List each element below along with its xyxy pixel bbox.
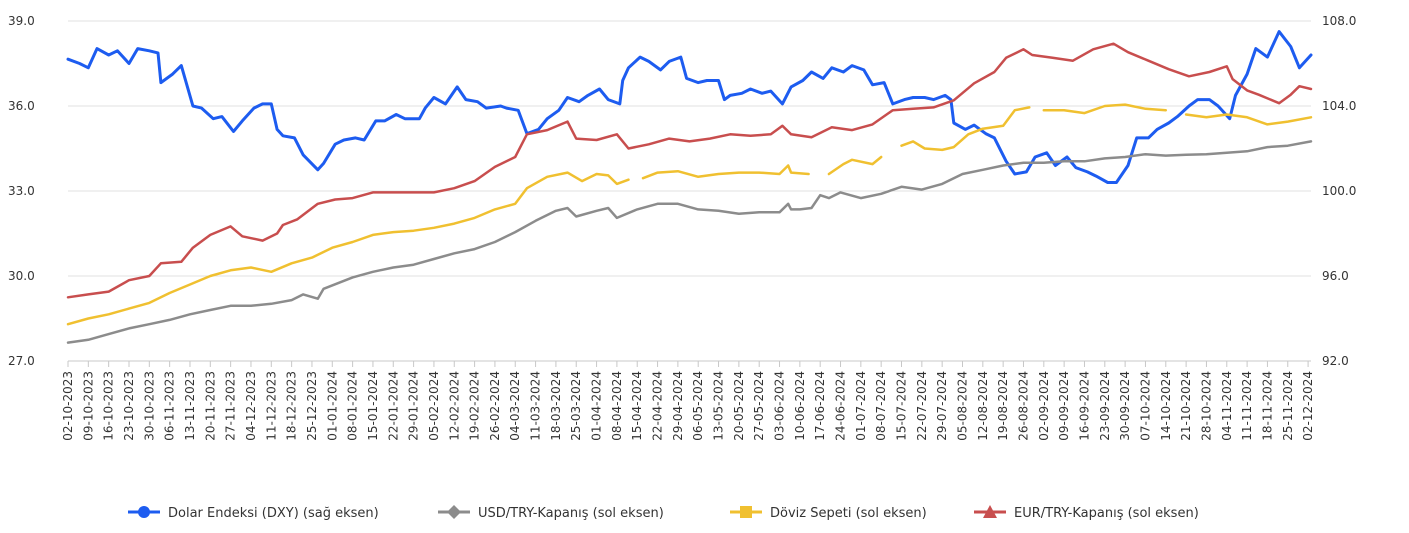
legend-label: EUR/TRY-Kapanış (sol eksen)	[1014, 506, 1199, 521]
x-tick-label: 11-11-2024	[1240, 371, 1254, 441]
x-tick-label: 15-01-2024	[366, 371, 380, 441]
y-right-tick-label: 92.0	[1322, 354, 1349, 368]
y-left-tick-label: 30.0	[8, 269, 35, 283]
x-tick-label: 12-08-2024	[976, 371, 990, 441]
x-tick-label: 29-07-2024	[935, 371, 949, 441]
x-tick-label: 26-08-2024	[1016, 371, 1030, 441]
x-tick-label: 01-07-2024	[854, 371, 868, 441]
x-tick-label: 22-01-2024	[386, 371, 400, 441]
grid-layer	[68, 20, 1311, 362]
series-line-4	[66, 42, 1313, 299]
x-tick-label: 29-01-2024	[407, 371, 421, 441]
x-tick-label: 03-06-2024	[773, 371, 787, 441]
x-tick-label: 04-03-2024	[508, 371, 522, 441]
x-tick-label: 01-04-2024	[590, 371, 604, 441]
legend[interactable]: Dolar Endeksi (DXY) (sağ eksen) USD/TRY-K…	[128, 505, 1199, 521]
y-right-tick-label: 104.0	[1322, 99, 1356, 113]
x-tick-label: 14-10-2024	[1159, 371, 1173, 441]
x-tick-label: 22-07-2024	[915, 371, 929, 441]
x-tick-label: 08-01-2024	[346, 371, 360, 441]
legend-marker-circle	[138, 506, 150, 518]
x-tick-label: 11-03-2024	[529, 371, 543, 441]
x-tick-label: 05-08-2024	[955, 371, 969, 441]
x-tick-label: 12-02-2024	[447, 371, 461, 441]
x-tick-label: 25-03-2024	[569, 371, 583, 441]
y-left-tick-label: 27.0	[8, 354, 35, 368]
x-tick-label: 19-08-2024	[996, 371, 1010, 441]
series-line-3	[66, 103, 1313, 326]
x-tick-label: 11-12-2023	[264, 371, 278, 441]
x-tick-label: 10-06-2024	[793, 371, 807, 441]
series-line-2	[66, 140, 1313, 344]
legend-item-3[interactable]: Döviz Sepeti (sol eksen)	[730, 506, 927, 521]
x-tick-label: 15-04-2024	[630, 371, 644, 441]
x-tick-label: 24-06-2024	[834, 371, 848, 441]
x-tick-label: 20-05-2024	[732, 371, 746, 441]
legend-item-1[interactable]: Dolar Endeksi (DXY) (sağ eksen)	[128, 506, 379, 521]
axis-layer: 27.0 30.0 33.0 36.0 39.0 92.0 96.0 100.0 104.0 10…	[8, 14, 1356, 441]
y-left-tick-label: 33.0	[8, 184, 35, 198]
x-tick-label: 07-10-2024	[1138, 371, 1152, 441]
x-tick-label: 13-05-2024	[712, 371, 726, 441]
x-tick-label: 25-11-2024	[1281, 371, 1295, 441]
x-tick-label: 29-04-2024	[671, 371, 685, 441]
x-tick-label: 02-10-2023	[61, 371, 75, 441]
x-tick-label: 06-11-2023	[163, 371, 177, 441]
legend-marker-diamond	[447, 505, 461, 519]
x-tick-label: 09-10-2023	[81, 371, 95, 441]
x-tick-label: 02-12-2024	[1301, 371, 1315, 441]
x-tick-label: 16-09-2024	[1077, 371, 1091, 441]
x-tick-label: 05-02-2024	[427, 371, 441, 441]
x-tick-label: 27-11-2023	[224, 371, 238, 441]
x-tick-label: 30-10-2023	[142, 371, 156, 441]
x-tick-label: 18-11-2024	[1260, 371, 1274, 441]
legend-label: Dolar Endeksi (DXY) (sağ eksen)	[168, 506, 379, 521]
x-tick-label: 22-04-2024	[651, 371, 665, 441]
x-tick-label: 13-11-2023	[183, 371, 197, 441]
x-tick-label: 16-10-2023	[102, 371, 116, 441]
legend-label: USD/TRY-Kapanış (sol eksen)	[478, 506, 664, 521]
y-right-tick-label: 96.0	[1322, 269, 1349, 283]
y-right-tick-label: 100.0	[1322, 184, 1356, 198]
x-tick-label: 08-04-2024	[610, 371, 624, 441]
x-tick-label: 28-10-2024	[1199, 371, 1213, 441]
x-tick-label: 18-12-2023	[285, 371, 299, 441]
x-tick-label: 25-12-2023	[305, 371, 319, 441]
x-tick-label: 04-11-2024	[1220, 371, 1234, 441]
legend-item-2[interactable]: USD/TRY-Kapanış (sol eksen)	[438, 505, 664, 521]
x-tick-label: 15-07-2024	[895, 371, 909, 441]
legend-label: Döviz Sepeti (sol eksen)	[770, 506, 927, 521]
x-tick-label: 27-05-2024	[752, 371, 766, 441]
x-tick-label: 02-09-2024	[1037, 371, 1051, 441]
series-layer	[66, 30, 1313, 344]
x-tick-label: 23-09-2024	[1098, 371, 1112, 441]
x-tick-label: 21-10-2024	[1179, 371, 1193, 441]
y-right-tick-label: 108.0	[1322, 14, 1356, 28]
x-tick-label: 30-09-2024	[1118, 371, 1132, 441]
y-left-tick-label: 39.0	[8, 14, 35, 28]
x-tick-label: 18-03-2024	[549, 371, 563, 441]
x-tick-label: 09-09-2024	[1057, 371, 1071, 441]
x-tick-label: 01-01-2024	[325, 371, 339, 441]
x-tick-label: 17-06-2024	[813, 371, 827, 441]
x-tick-label: 20-11-2023	[203, 371, 217, 441]
y-left-tick-label: 36.0	[8, 99, 35, 113]
legend-marker-triangle	[983, 505, 997, 518]
x-tick-label: 08-07-2024	[874, 371, 888, 441]
series-line-1	[66, 30, 1313, 184]
legend-item-4[interactable]: EUR/TRY-Kapanış (sol eksen)	[974, 505, 1199, 521]
x-tick-label: 19-02-2024	[468, 371, 482, 441]
legend-marker-square	[740, 506, 752, 518]
x-tick-label: 06-05-2024	[691, 371, 705, 441]
x-tick-label: 26-02-2024	[488, 371, 502, 441]
x-tick-label: 23-10-2023	[122, 371, 136, 441]
x-tick-label: 04-12-2023	[244, 371, 258, 441]
